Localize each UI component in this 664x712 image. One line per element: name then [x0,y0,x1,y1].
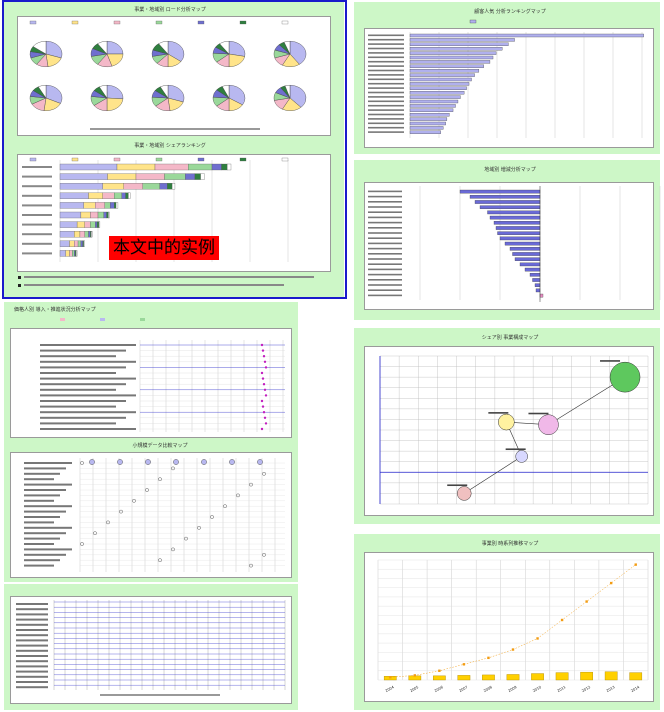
bar [531,674,543,680]
x-tick-label: 2010 [532,685,543,693]
x-tick-label: 2007 [458,685,468,693]
bar [482,675,494,680]
x-tick-label: 2008 [483,685,494,693]
x-tick-label: 2005 [409,685,419,693]
x-tick-label: 2006 [434,685,445,693]
bar [458,675,470,680]
bar [433,676,445,680]
x-tick-label: 2013 [606,685,616,693]
bar [556,673,568,680]
bar [605,672,617,680]
document-page: { "badge": { "text": "本文中的实例" }, "panels… [0,0,664,712]
x-tick-label: 2012 [581,685,591,693]
x-tick-label: 2014 [630,685,641,693]
x-tick-label: 2011 [557,685,567,693]
bar [507,674,519,680]
bar [630,673,642,680]
growth-chart: 2004 2005 2006 2007 2008 2009 2010 2011 2012 2013… [0,0,664,712]
x-tick-label: 2004 [385,685,396,693]
x-tick-label: 2009 [508,685,519,693]
bar [581,672,593,680]
